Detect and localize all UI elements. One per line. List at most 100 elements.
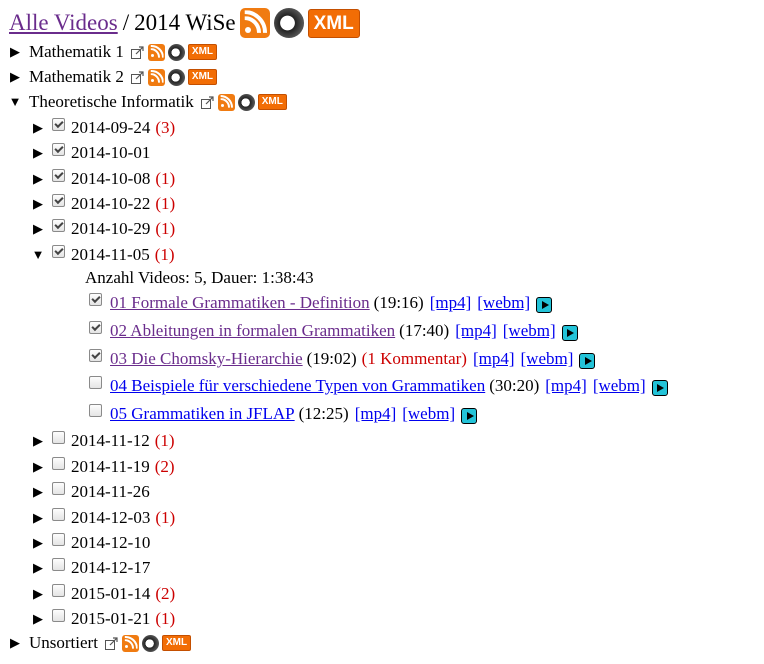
webm-link[interactable]: [webm] (592, 376, 646, 395)
video-checkbox[interactable] (89, 375, 102, 389)
course-label[interactable]: Theoretische Informatik (29, 92, 194, 111)
play-icon[interactable] (536, 297, 553, 313)
rss-icon[interactable] (147, 68, 165, 86)
date-label[interactable]: 2014-09-24 (71, 118, 151, 137)
right-triangle-icon[interactable]: ▶ (10, 69, 20, 84)
play-icon[interactable] (461, 408, 478, 424)
external-link-icon[interactable] (104, 636, 119, 651)
external-link-icon[interactable] (200, 95, 215, 110)
right-triangle-icon[interactable]: ▶ (33, 484, 43, 499)
date-item[interactable]: ▶ 2014-12-10 (31, 531, 150, 555)
date-label[interactable]: 2014-11-26 (71, 482, 150, 501)
podcast-icon[interactable] (141, 634, 159, 652)
date-checkbox[interactable] (52, 142, 65, 156)
external-link-icon[interactable] (130, 45, 145, 60)
date-label[interactable]: 2014-11-19 (71, 457, 150, 476)
date-checkbox[interactable] (52, 532, 65, 546)
video-checkbox[interactable] (89, 348, 102, 362)
webm-link[interactable]: [webm] (520, 349, 574, 368)
right-triangle-icon[interactable]: ▶ (33, 560, 43, 575)
podcast-icon[interactable] (167, 68, 185, 86)
webm-link[interactable]: [webm] (502, 321, 556, 340)
right-triangle-icon[interactable]: ▶ (33, 459, 43, 474)
play-icon[interactable] (561, 325, 578, 341)
rss-icon[interactable] (147, 43, 165, 61)
video-checkbox[interactable] (89, 320, 102, 334)
date-item[interactable]: ▶ 2014-12-03 (1) (31, 506, 175, 530)
date-label[interactable]: 2014-10-22 (71, 194, 151, 213)
date-label[interactable]: 2014-10-08 (71, 169, 151, 188)
mp4-link[interactable]: [mp4] (545, 376, 587, 395)
right-triangle-icon[interactable]: ▶ (33, 196, 43, 211)
xml-icon[interactable]: XML (161, 635, 192, 651)
date-label[interactable]: 2014-11-05 (71, 245, 150, 264)
mp4-link[interactable]: [mp4] (455, 321, 497, 340)
right-triangle-icon[interactable]: ▶ (33, 535, 43, 550)
date-checkbox[interactable] (52, 456, 65, 470)
right-triangle-icon[interactable]: ▶ (33, 171, 43, 186)
video-checkbox[interactable] (89, 292, 102, 306)
course-label[interactable]: Mathematik 1 (29, 42, 124, 61)
external-link-icon[interactable] (130, 70, 145, 85)
date-checkbox[interactable] (52, 244, 65, 258)
all-videos-link[interactable]: Alle Videos (9, 10, 118, 35)
course-label[interactable]: Mathematik 2 (29, 67, 124, 86)
play-icon[interactable] (651, 380, 668, 396)
date-label[interactable]: 2015-01-21 (71, 609, 151, 628)
mp4-link[interactable]: [mp4] (429, 293, 472, 312)
date-label[interactable]: 2014-12-10 (71, 533, 151, 552)
right-triangle-icon[interactable]: ▶ (10, 44, 20, 59)
right-triangle-icon[interactable]: ▶ (33, 586, 43, 601)
play-icon[interactable] (579, 353, 596, 369)
date-checkbox[interactable] (52, 168, 65, 182)
date-item[interactable]: ▶ 2014-11-19 (2) (31, 455, 175, 479)
right-triangle-icon[interactable]: ▶ (33, 433, 43, 448)
xml-icon[interactable]: XML (307, 8, 360, 38)
date-item[interactable]: ▶ 2014-11-26 (31, 480, 150, 504)
course-item[interactable]: ▶ Unsortiert XML (8, 631, 192, 655)
right-triangle-icon[interactable]: ▶ (33, 611, 43, 626)
xml-icon[interactable]: XML (187, 69, 218, 85)
video-title-link[interactable]: 05 Grammatiken in JFLAP (110, 404, 295, 423)
webm-link[interactable]: [webm] (402, 404, 456, 423)
course-label[interactable]: Unsortiert (29, 633, 98, 652)
date-label[interactable]: 2014-12-17 (71, 558, 151, 577)
date-label[interactable]: 2015-01-14 (71, 584, 151, 603)
down-triangle-icon[interactable]: ▼ (8, 94, 22, 109)
date-item[interactable]: ▶ 2014-10-08 (1) (31, 167, 175, 191)
date-item[interactable]: ▶ 2014-10-29 (1) (31, 217, 175, 241)
date-checkbox[interactable] (52, 481, 65, 495)
date-item[interactable]: ▶ 2014-10-01 (31, 141, 150, 165)
date-label[interactable]: 2014-10-01 (71, 143, 151, 162)
podcast-icon[interactable] (273, 8, 304, 38)
date-item[interactable]: ▶ 2014-10-22 (1) (31, 192, 175, 216)
xml-icon[interactable]: XML (257, 94, 287, 110)
date-checkbox[interactable] (52, 430, 65, 444)
comment-count[interactable]: (1 Kommentar) (361, 349, 467, 368)
video-checkbox[interactable] (89, 403, 102, 417)
xml-icon[interactable]: XML (187, 44, 218, 60)
date-checkbox[interactable] (52, 218, 65, 232)
date-checkbox[interactable] (52, 608, 65, 622)
rss-icon[interactable] (121, 634, 139, 652)
video-title-link[interactable]: 01 Formale Grammatiken - Definition (110, 293, 370, 312)
date-checkbox[interactable] (52, 117, 65, 131)
video-title-link[interactable]: 03 Die Chomsky-Hierarchie (110, 349, 303, 368)
date-item[interactable]: ▼ 2014-11-05 (1) (31, 243, 175, 267)
video-title-link[interactable]: 04 Beispiele für verschiedene Typen von … (110, 376, 486, 395)
rss-icon[interactable] (217, 93, 235, 111)
podcast-icon[interactable] (167, 43, 185, 61)
right-triangle-icon[interactable]: ▶ (33, 510, 43, 525)
date-checkbox[interactable] (52, 193, 65, 207)
right-triangle-icon[interactable]: ▶ (33, 145, 43, 160)
date-label[interactable]: 2014-10-29 (71, 219, 151, 238)
date-item[interactable]: ▶ 2014-12-17 (31, 556, 150, 580)
date-item[interactable]: ▶ 2014-09-24 (3) (31, 116, 175, 140)
date-checkbox[interactable] (52, 557, 65, 571)
mp4-link[interactable]: [mp4] (354, 404, 397, 423)
date-item[interactable]: ▶ 2015-01-14 (2) (31, 582, 175, 606)
webm-link[interactable]: [webm] (477, 293, 531, 312)
mp4-link[interactable]: [mp4] (472, 349, 515, 368)
down-triangle-icon[interactable]: ▼ (31, 247, 45, 262)
video-title-link[interactable]: 02 Ableitungen in formalen Grammatiken (110, 321, 396, 340)
